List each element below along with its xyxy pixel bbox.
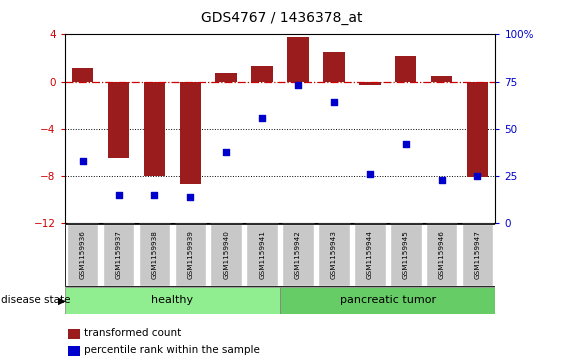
- Text: ▶: ▶: [58, 295, 66, 305]
- Point: [78, 158, 87, 164]
- FancyBboxPatch shape: [426, 224, 457, 286]
- Bar: [144, 82, 166, 176]
- FancyBboxPatch shape: [67, 224, 99, 286]
- Point: [222, 148, 231, 154]
- Text: GDS4767 / 1436378_at: GDS4767 / 1436378_at: [201, 11, 362, 25]
- FancyBboxPatch shape: [175, 224, 206, 286]
- Point: [329, 99, 338, 105]
- Point: [186, 194, 195, 200]
- Text: GSM1159939: GSM1159939: [187, 231, 193, 280]
- Point: [437, 177, 446, 183]
- Bar: [359, 82, 381, 85]
- Text: GSM1159943: GSM1159943: [331, 231, 337, 280]
- FancyBboxPatch shape: [318, 224, 350, 286]
- Bar: [467, 82, 488, 177]
- Bar: [68, 346, 80, 356]
- FancyBboxPatch shape: [354, 224, 386, 286]
- Text: healthy: healthy: [151, 295, 194, 305]
- Text: percentile rank within the sample: percentile rank within the sample: [84, 345, 260, 355]
- FancyBboxPatch shape: [282, 224, 314, 286]
- Bar: [216, 73, 237, 82]
- Point: [114, 192, 123, 198]
- Bar: [108, 82, 129, 158]
- Text: GSM1159942: GSM1159942: [295, 231, 301, 280]
- Text: GSM1159940: GSM1159940: [224, 231, 229, 280]
- Text: disease state: disease state: [1, 295, 70, 305]
- Text: GSM1159941: GSM1159941: [259, 231, 265, 280]
- Point: [293, 82, 302, 88]
- Point: [473, 173, 482, 179]
- Bar: [323, 52, 345, 82]
- Text: transformed count: transformed count: [84, 328, 182, 338]
- Point: [150, 192, 159, 198]
- FancyBboxPatch shape: [462, 224, 493, 286]
- Bar: [395, 56, 417, 82]
- Bar: [180, 82, 201, 184]
- Text: GSM1159946: GSM1159946: [439, 231, 445, 280]
- Point: [365, 171, 374, 177]
- FancyBboxPatch shape: [247, 224, 278, 286]
- FancyBboxPatch shape: [211, 224, 242, 286]
- Text: GSM1159938: GSM1159938: [151, 231, 158, 280]
- Point: [258, 115, 267, 121]
- Bar: [72, 68, 93, 82]
- FancyBboxPatch shape: [138, 224, 170, 286]
- Text: GSM1159936: GSM1159936: [80, 231, 86, 280]
- Text: GSM1159945: GSM1159945: [403, 231, 409, 280]
- Text: GSM1159947: GSM1159947: [475, 231, 480, 280]
- Bar: [251, 66, 273, 82]
- Point: [401, 141, 410, 147]
- FancyBboxPatch shape: [390, 224, 422, 286]
- FancyBboxPatch shape: [103, 224, 135, 286]
- FancyBboxPatch shape: [280, 287, 495, 314]
- Bar: [68, 329, 80, 339]
- FancyBboxPatch shape: [65, 287, 280, 314]
- Text: pancreatic tumor: pancreatic tumor: [339, 295, 436, 305]
- Bar: [431, 76, 452, 82]
- Bar: [287, 37, 309, 82]
- Text: GSM1159937: GSM1159937: [115, 231, 122, 280]
- Text: GSM1159944: GSM1159944: [367, 231, 373, 280]
